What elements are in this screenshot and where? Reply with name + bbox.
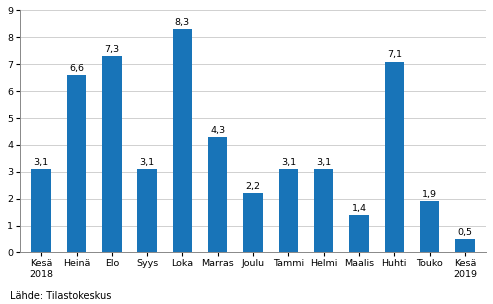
Bar bbox=[279, 169, 298, 252]
Text: 7,1: 7,1 bbox=[387, 50, 402, 59]
Text: 3,1: 3,1 bbox=[316, 158, 331, 167]
Bar bbox=[208, 137, 227, 252]
Bar bbox=[385, 61, 404, 252]
Bar bbox=[138, 169, 157, 252]
Bar bbox=[420, 201, 439, 252]
Bar bbox=[244, 193, 263, 252]
Bar bbox=[67, 75, 86, 252]
Text: 4,3: 4,3 bbox=[210, 126, 225, 135]
Text: 0,5: 0,5 bbox=[458, 228, 472, 237]
Text: 2,2: 2,2 bbox=[246, 182, 260, 191]
Text: 6,6: 6,6 bbox=[69, 64, 84, 73]
Text: 7,3: 7,3 bbox=[104, 45, 119, 54]
Bar bbox=[32, 169, 51, 252]
Bar bbox=[455, 239, 475, 252]
Bar bbox=[173, 29, 192, 252]
Bar bbox=[349, 215, 369, 252]
Text: 1,9: 1,9 bbox=[422, 190, 437, 199]
Bar bbox=[102, 56, 121, 252]
Text: 8,3: 8,3 bbox=[175, 18, 190, 27]
Text: 3,1: 3,1 bbox=[34, 158, 49, 167]
Text: 3,1: 3,1 bbox=[281, 158, 296, 167]
Bar bbox=[314, 169, 333, 252]
Text: 1,4: 1,4 bbox=[352, 204, 366, 213]
Text: Lähde: Tilastokeskus: Lähde: Tilastokeskus bbox=[10, 291, 111, 301]
Text: 3,1: 3,1 bbox=[140, 158, 155, 167]
